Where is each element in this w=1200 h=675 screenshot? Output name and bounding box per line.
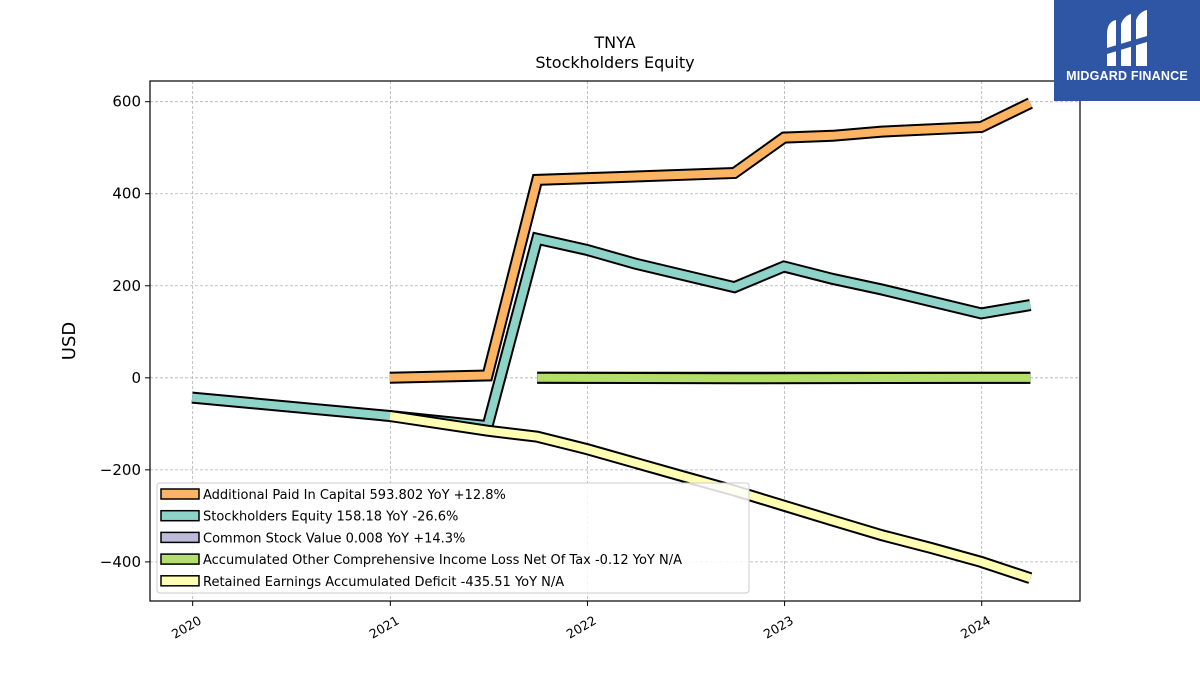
chart-subtitle: Stockholders Equity (535, 53, 694, 72)
x-tick-label: 2024 (958, 613, 993, 642)
legend-box (156, 482, 750, 594)
series-3-line (537, 373, 1031, 383)
y-axis-label: USD (59, 322, 80, 360)
legend-label: Retained Earnings Accumulated Deficit -4… (203, 575, 564, 590)
legend-label: Additional Paid In Capital 593.802 YoY +… (203, 488, 506, 503)
x-tick-label: 2023 (761, 613, 796, 642)
legend-swatch (160, 509, 200, 522)
brand-name: MIDGARD FINANCE (1066, 69, 1188, 83)
series-0-outline (389, 97, 1033, 384)
y-tick-label: 400 (112, 185, 141, 203)
legend-swatch (160, 531, 200, 544)
legend-label: Accumulated Other Comprehensive Income L… (203, 553, 682, 568)
x-tick-label: 2021 (367, 613, 402, 642)
y-tick-label: 200 (112, 277, 141, 295)
legend-swatch (160, 575, 200, 587)
y-tick-label: 600 (112, 93, 141, 111)
midgard-logo-icon (1107, 10, 1147, 66)
plot-frame (149, 80, 1081, 602)
legend-swatch (160, 553, 200, 565)
legend-label: Stockholders Equity 158.18 YoY -26.6% (203, 510, 458, 525)
legend-swatch (160, 488, 200, 500)
x-tick-label: 2020 (169, 613, 204, 642)
series-1-outline (191, 231, 1032, 433)
y-tick-label: 0 (131, 369, 141, 387)
brand-badge: MIDGARD FINANCE (1054, 0, 1200, 101)
legend-label: Common Stock Value 0.008 YoY +14.3% (203, 531, 465, 546)
chart-title: TNYA (593, 33, 635, 52)
y-tick-label: −200 (100, 461, 141, 479)
series-1-line (191, 234, 1031, 431)
x-tick-label: 2022 (564, 613, 599, 642)
series-0-line (389, 99, 1033, 382)
y-tick-label: −400 (100, 553, 141, 571)
